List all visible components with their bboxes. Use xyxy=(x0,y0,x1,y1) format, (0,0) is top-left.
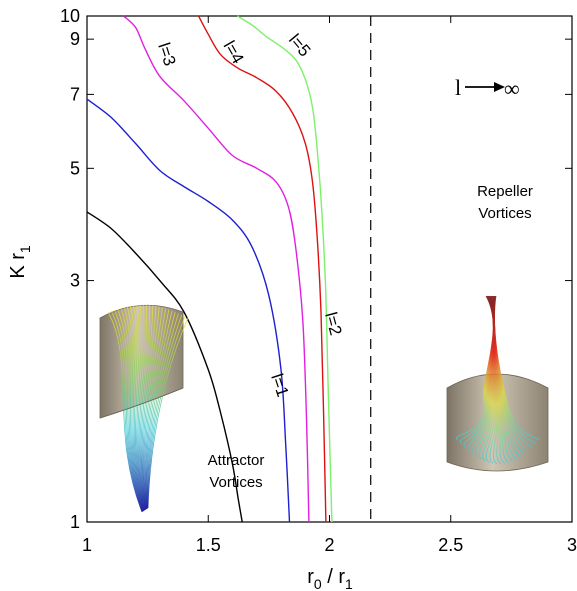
svg-text:r0 / r1: r0 / r1 xyxy=(307,566,353,591)
attractor-strand xyxy=(107,311,143,513)
arrow-head-icon xyxy=(494,82,505,92)
curve-label-l4: l=4 xyxy=(220,38,248,68)
asymptote-label-l: l xyxy=(455,75,461,100)
curve-label-l2: l=2 xyxy=(321,310,345,337)
repeller-label-line2: Vortices xyxy=(478,205,531,222)
x-axis-title-r0: r xyxy=(307,566,314,588)
attractor-strand xyxy=(140,305,154,510)
attractor-strand xyxy=(147,317,189,509)
attractor-strand xyxy=(146,312,176,509)
x-axis-title-sub1: 1 xyxy=(345,576,353,591)
asymptote-label: l ∞ xyxy=(455,75,520,101)
attractor-vortex-strands xyxy=(99,304,189,513)
series-line-l4 xyxy=(197,15,327,523)
attractor-strand xyxy=(147,314,182,509)
svg-text:K r1: K r1 xyxy=(7,245,33,279)
repeller-strand xyxy=(494,295,541,441)
series-line-l3 xyxy=(122,15,310,523)
y-tick-label: 3 xyxy=(70,271,80,291)
x-tick-labels: 1 1.5 2 2.5 3 xyxy=(82,535,577,555)
attractor-strand xyxy=(120,308,144,512)
asymptote-label-inf: ∞ xyxy=(504,76,520,101)
attractor-strand xyxy=(123,307,144,512)
attractor-strand xyxy=(117,308,144,512)
attractor-strand xyxy=(142,306,160,510)
attractor-cylinder-rim xyxy=(99,387,184,419)
attractor-strand xyxy=(133,305,145,511)
x-tick-label: 2 xyxy=(324,535,334,555)
series-line-l1 xyxy=(86,211,243,523)
x-axis-title-slash: / r xyxy=(322,566,346,588)
attractor-strand xyxy=(130,305,145,511)
attractor-strand xyxy=(138,304,148,511)
attractor-strand xyxy=(110,310,143,512)
y-tick-label: 7 xyxy=(70,84,80,104)
y-tick-label: 10 xyxy=(60,6,80,26)
attractor-strand xyxy=(139,305,151,510)
attractor-strand xyxy=(126,306,144,512)
attractor-strand xyxy=(136,304,145,511)
attractor-vortex-illustration xyxy=(99,304,189,513)
attractor-strand xyxy=(114,309,143,512)
x-tick-label: 1 xyxy=(82,535,92,555)
curves xyxy=(86,15,333,523)
series-line-l2 xyxy=(86,98,291,523)
attractor-strand xyxy=(146,313,179,509)
attractor-label-line2: Vortices xyxy=(209,474,262,491)
attractor-strand xyxy=(144,308,166,510)
attractor-strand xyxy=(144,309,170,509)
repeller-vortex-illustration xyxy=(446,295,549,472)
x-tick-label: 1.5 xyxy=(196,535,221,555)
curve-label-l1: l=1 xyxy=(267,371,292,399)
y-tick-label: 5 xyxy=(70,158,80,178)
attractor-strand xyxy=(143,307,163,510)
x-axis-title-sub0: 0 xyxy=(314,576,322,591)
x-axis-title: r0 / r1 xyxy=(307,566,353,591)
y-axis-title-kr: K r xyxy=(7,253,29,279)
attractor-strand xyxy=(145,310,173,509)
y-tick-label: 9 xyxy=(70,29,80,49)
y-tick-label: 1 xyxy=(70,512,80,532)
series-line-l5 xyxy=(237,15,333,523)
curve-label-l5: l=5 xyxy=(285,30,314,60)
repeller-label-line1: Repeller xyxy=(477,183,533,200)
x-tick-label: 3 xyxy=(567,535,577,555)
repeller-vortex-strands xyxy=(456,295,541,465)
y-axis-title: K r1 xyxy=(7,245,33,279)
attractor-strand xyxy=(135,305,145,511)
axis-ticks xyxy=(86,15,573,523)
attractor-strand xyxy=(147,316,186,509)
y-tick-labels: 1 3 5 7 9 10 xyxy=(60,6,80,532)
attractor-label-line1: Attractor xyxy=(208,452,265,469)
curve-label-l3: l=3 xyxy=(154,40,179,68)
attractor-strand xyxy=(137,304,146,511)
y-axis-title-sub: 1 xyxy=(17,245,33,253)
x-tick-label: 2.5 xyxy=(438,535,463,555)
